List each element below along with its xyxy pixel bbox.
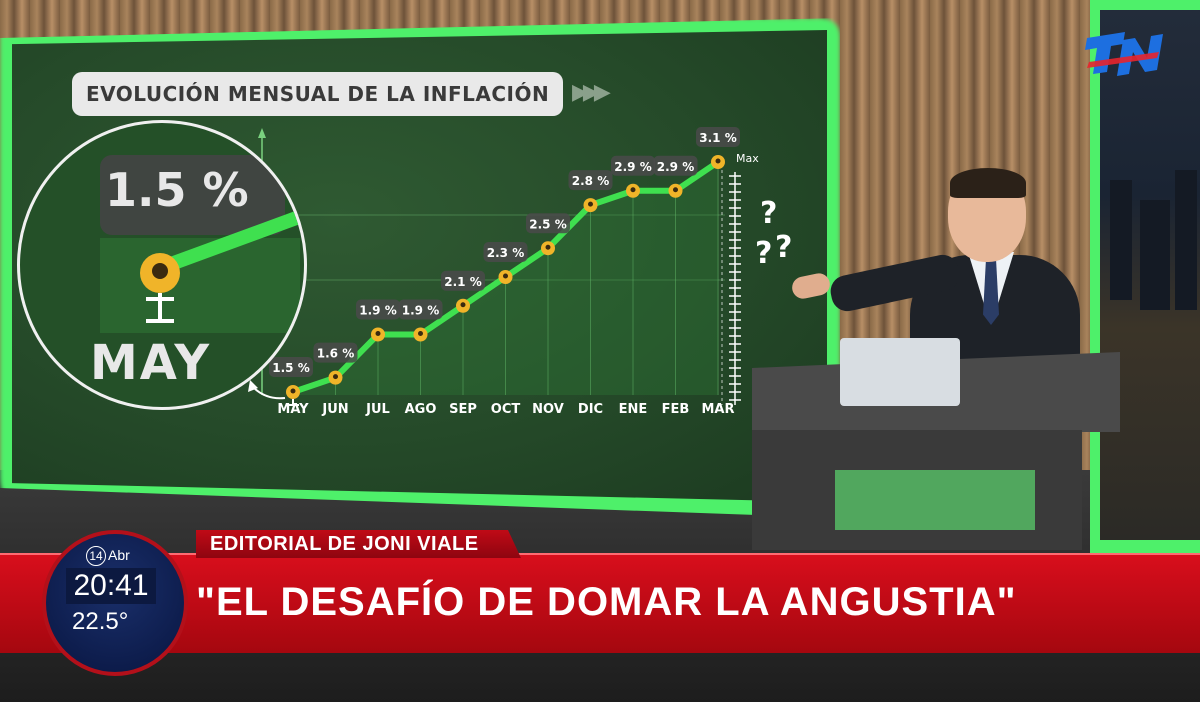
x-tick-label: FEB <box>662 402 690 417</box>
data-point-center <box>545 244 551 250</box>
value-label: 1.9 % <box>402 304 439 318</box>
data-point-center <box>503 273 508 279</box>
value-label-pill <box>356 299 400 320</box>
value-label: 2.8 % <box>572 174 609 188</box>
x-tick-label: JUN <box>321 402 348 417</box>
x-tick-label: AGO <box>405 402 437 417</box>
value-label-pill <box>611 155 655 176</box>
segment-tag <box>196 530 521 558</box>
x-tick-label: MAY <box>277 402 309 417</box>
value-label: 2.3 % <box>487 246 524 260</box>
city-night-screen <box>1100 10 1200 540</box>
x-tick-label: JUL <box>365 402 390 417</box>
value-label: 1.5 % <box>272 361 309 375</box>
x-axis: MAY JUN JUL AGO SEP OCT NOV DIC ENE FEB MAR <box>277 402 734 417</box>
value-label: 3.1 % <box>699 131 736 145</box>
value-label: 2.1 % <box>444 275 481 289</box>
tn-logo <box>1085 32 1163 76</box>
x-tick-label: ENE <box>619 402 648 417</box>
value-label-pill <box>526 213 570 234</box>
data-point-center <box>333 374 338 380</box>
data-point-center <box>715 158 721 164</box>
data-point-center <box>290 388 296 394</box>
x-tick-label: MAR <box>701 402 734 417</box>
headline-ribbon <box>0 555 1200 653</box>
chart-title: EVOLUCIÓN MENSUAL DE LA INFLACIÓN <box>86 82 550 106</box>
data-point-center <box>418 331 423 336</box>
x-tick-label: NOV <box>532 402 564 417</box>
value-label-pill <box>568 170 613 191</box>
chart-marks: 1.5 % 1.6 % 1.9 % 1.9 % 2.1 % 2.3 % 2.5 % 2.8 %… <box>269 127 740 406</box>
zoom-value-pill <box>100 155 285 235</box>
presenter-tie <box>983 255 999 325</box>
zoom-callout: 1.5 % MAY <box>17 120 307 410</box>
clock-temperature: 22.5° <box>72 608 129 635</box>
clock-date: 14 Abr <box>86 546 130 566</box>
question-mark-icon: ? <box>760 196 778 231</box>
value-label: 2.9 % <box>657 160 694 174</box>
data-point-center <box>588 201 593 207</box>
clock-day: 14 <box>86 546 106 566</box>
title-arrows-icon: ▶▶▶ <box>572 80 611 105</box>
value-label: 2.5 % <box>529 217 566 231</box>
y-axis-arrow-icon <box>258 128 266 138</box>
laptop <box>840 338 960 406</box>
data-point-center <box>460 302 466 308</box>
value-label-pill <box>269 357 313 377</box>
zoom-month-label: MAY <box>90 335 212 391</box>
clock-month: Abr <box>108 547 130 563</box>
value-label: 1.6 % <box>317 347 354 361</box>
value-label-pill <box>313 342 358 363</box>
x-tick-label: OCT <box>491 402 521 417</box>
zoom-line-segment <box>100 207 304 333</box>
value-label-pill <box>483 242 528 262</box>
value-label: 1.9 % <box>359 304 396 318</box>
value-label: 2.9 % <box>614 160 651 174</box>
segment-label: EDITORIAL DE JONI VIALE <box>210 533 479 555</box>
x-tick-label: DIC <box>578 402 603 417</box>
chart-title-pill: EVOLUCIÓN MENSUAL DE LA INFLACIÓN <box>72 72 564 116</box>
chart-grid <box>262 162 725 395</box>
value-label-pill <box>653 155 698 176</box>
callout-arrowhead-icon <box>248 380 258 392</box>
presenter-hair <box>950 168 1026 198</box>
desk-light <box>835 470 1035 530</box>
zoom-value: 1.5 % <box>105 163 249 217</box>
max-ruler <box>721 170 741 405</box>
value-label-pill <box>398 299 443 320</box>
value-label-pill <box>696 127 740 147</box>
inflation-line-chart: 1.5 % 1.6 % 1.9 % 1.9 % 2.1 % 2.3 % 2.5 % 2.8 %… <box>248 127 759 417</box>
data-point-center <box>375 331 381 336</box>
data-point-center <box>630 187 636 193</box>
data-point-center <box>673 187 678 193</box>
question-mark-icon: ? <box>755 236 773 271</box>
value-label-pill <box>441 270 485 291</box>
max-label: Max <box>736 152 759 165</box>
headline: "EL DESAFÍO DE DOMAR LA ANGUSTIA" <box>196 580 1017 624</box>
clock-time: 20:41 <box>66 568 156 604</box>
x-tick-label: SEP <box>449 402 477 417</box>
question-mark-icon: ? <box>775 230 793 265</box>
